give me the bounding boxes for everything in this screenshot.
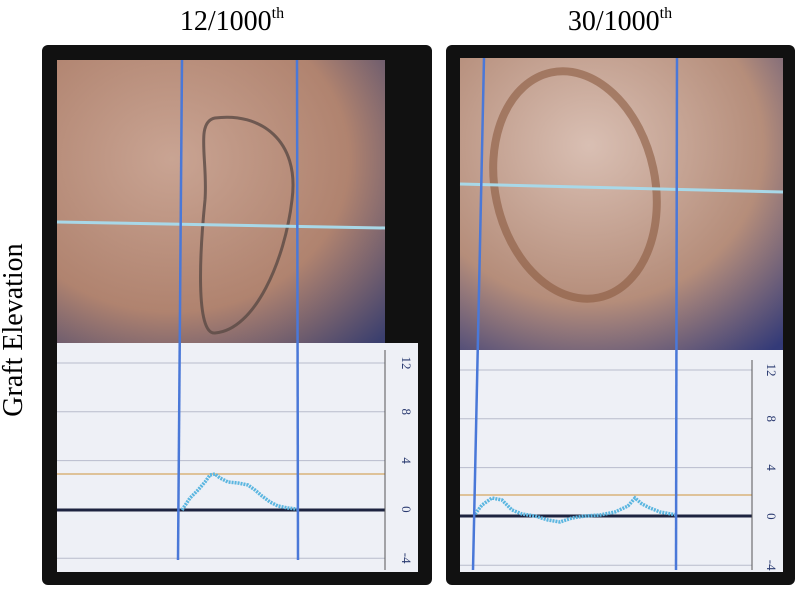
title-superscript: th (272, 5, 284, 22)
scan-line (56, 220, 386, 230)
marker-line (176, 59, 184, 561)
y-axis-label: Graft Elevation (0, 243, 29, 416)
y-tick-label: 4 (399, 457, 414, 464)
graft-outline (199, 115, 295, 335)
graft-outline (489, 67, 661, 303)
y-tick-label: 12 (764, 364, 779, 377)
y-tick-label: 12 (399, 357, 414, 370)
profile-plot (460, 350, 783, 572)
panel-title: 30/1000th (568, 5, 672, 37)
marker-line (674, 57, 679, 571)
profile-plot (57, 343, 418, 572)
y-tick-label: 8 (764, 416, 779, 423)
y-tick-label: -4 (399, 553, 414, 564)
y-tick-label: 4 (764, 464, 779, 471)
skin-photo (57, 60, 385, 343)
marker-line (471, 57, 486, 571)
y-tick-label: 8 (399, 409, 414, 416)
title-text: 30/1000 (568, 6, 660, 37)
panel-title: 12/1000th (180, 5, 284, 37)
y-tick-label: 0 (764, 513, 779, 520)
y-tick-label: 0 (399, 506, 414, 513)
elevation-trace (473, 495, 678, 524)
y-tick-label: -4 (764, 560, 779, 571)
marker-line (295, 59, 300, 561)
title-superscript: th (660, 5, 672, 22)
scan-line (459, 182, 784, 194)
elevation-trace (180, 472, 298, 511)
title-text: 12/1000 (180, 6, 272, 37)
